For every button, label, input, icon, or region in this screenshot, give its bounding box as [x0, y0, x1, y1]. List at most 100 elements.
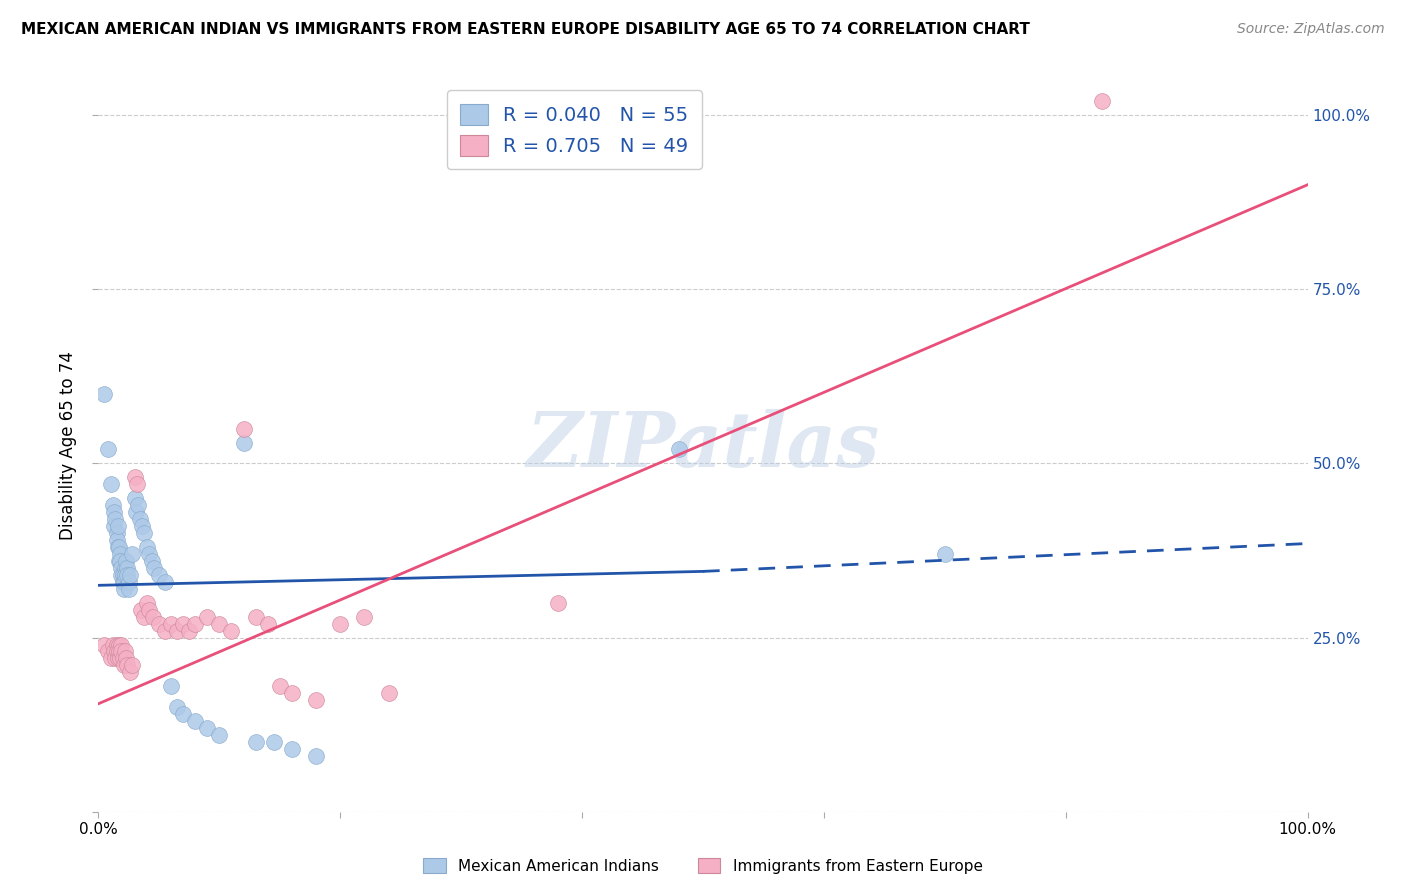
Point	[111, 651, 134, 665]
Point	[135, 596, 157, 610]
Point	[221, 624, 243, 638]
Point	[125, 505, 148, 519]
Point	[110, 567, 132, 582]
Point	[208, 728, 231, 742]
Point	[263, 735, 285, 749]
Point	[107, 540, 129, 554]
Point	[105, 533, 128, 547]
Point	[112, 582, 135, 596]
Point	[108, 554, 131, 568]
Point	[110, 644, 132, 658]
Point	[93, 638, 115, 652]
Point	[281, 742, 304, 756]
Point	[107, 651, 129, 665]
Point	[103, 519, 125, 533]
Point	[153, 624, 176, 638]
Point	[117, 567, 139, 582]
Point	[124, 491, 146, 506]
Point	[160, 679, 183, 693]
Point	[305, 693, 328, 707]
Point	[232, 421, 254, 435]
Point	[134, 526, 156, 541]
Point	[353, 609, 375, 624]
Y-axis label: Disability Age 65 to 74: Disability Age 65 to 74	[59, 351, 77, 541]
Point	[547, 596, 569, 610]
Point	[668, 442, 690, 457]
Point	[329, 616, 352, 631]
Point	[101, 498, 124, 512]
Point	[1091, 94, 1114, 108]
Point	[166, 624, 188, 638]
Point	[114, 644, 136, 658]
Point	[100, 477, 122, 491]
Point	[121, 547, 143, 561]
Point	[179, 624, 201, 638]
Text: ZIPatlas: ZIPatlas	[526, 409, 880, 483]
Point	[269, 679, 291, 693]
Point	[108, 554, 131, 568]
Point	[124, 470, 146, 484]
Point	[103, 505, 125, 519]
Point	[148, 616, 170, 631]
Point	[377, 686, 399, 700]
Point	[115, 651, 138, 665]
Point	[134, 609, 156, 624]
Point	[103, 644, 125, 658]
Point	[184, 616, 207, 631]
Point	[112, 658, 135, 673]
Text: Source: ZipAtlas.com: Source: ZipAtlas.com	[1237, 22, 1385, 37]
Point	[172, 707, 194, 722]
Point	[143, 561, 166, 575]
Point	[138, 603, 160, 617]
Point	[108, 644, 131, 658]
Point	[118, 582, 141, 596]
Point	[166, 700, 188, 714]
Point	[107, 519, 129, 533]
Point	[104, 512, 127, 526]
Point	[118, 574, 141, 589]
Point	[232, 435, 254, 450]
Point	[256, 616, 278, 631]
Point	[111, 567, 134, 582]
Point	[108, 540, 131, 554]
Point	[117, 658, 139, 673]
Point	[148, 567, 170, 582]
Point	[104, 651, 127, 665]
Point	[141, 554, 163, 568]
Point	[115, 554, 138, 568]
Point	[93, 386, 115, 401]
Point	[245, 609, 267, 624]
Point	[142, 609, 165, 624]
Legend: Mexican American Indians, Immigrants from Eastern Europe: Mexican American Indians, Immigrants fro…	[418, 852, 988, 880]
Point	[127, 477, 149, 491]
Point	[110, 638, 132, 652]
Point	[114, 567, 136, 582]
Point	[153, 574, 176, 589]
Point	[281, 686, 304, 700]
Point	[934, 547, 956, 561]
Point	[245, 735, 267, 749]
Point	[305, 749, 328, 764]
Point	[160, 616, 183, 631]
Point	[195, 609, 218, 624]
Point	[172, 616, 194, 631]
Point	[97, 442, 120, 457]
Point	[118, 567, 141, 582]
Point	[208, 616, 231, 631]
Point	[108, 547, 131, 561]
Point	[114, 561, 136, 575]
Point	[108, 638, 131, 652]
Point	[184, 714, 207, 728]
Point	[121, 658, 143, 673]
Point	[108, 651, 131, 665]
Point	[131, 519, 153, 533]
Point	[112, 574, 135, 589]
Point	[100, 651, 122, 665]
Point	[111, 574, 134, 589]
Point	[110, 561, 132, 575]
Point	[97, 644, 120, 658]
Point	[105, 644, 128, 658]
Point	[127, 498, 149, 512]
Point	[135, 540, 157, 554]
Point	[129, 603, 152, 617]
